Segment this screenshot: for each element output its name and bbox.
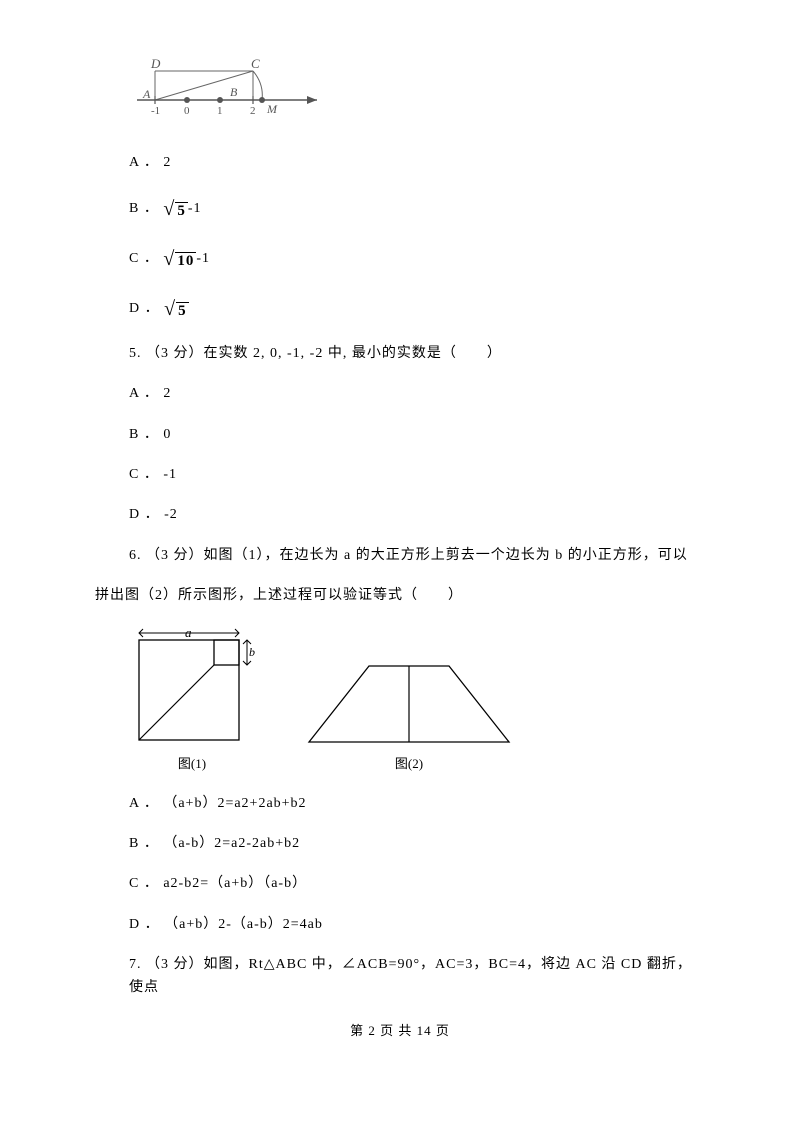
q5-option-C: C ． -1	[129, 464, 705, 486]
q6-fig1: a b 图(1)	[129, 626, 255, 775]
option-prefix: A ．	[129, 155, 159, 170]
q4-figure: D C A B M -1	[129, 56, 705, 134]
q6-option-D: D ． （a+b）2‐（a‐b）2=4ab	[129, 914, 705, 936]
label-M: M	[266, 102, 278, 116]
tick-neg1: -1	[151, 105, 160, 117]
q6-fig2: 图(2)	[299, 652, 519, 775]
tick-2: 2	[250, 105, 256, 117]
label-B: B	[230, 85, 238, 99]
label-D: D	[150, 56, 161, 71]
label-a: a	[185, 626, 192, 640]
q6-option-B: B ． （a‐b）2=a2‐2ab+b2	[129, 833, 705, 855]
q6-fig1-svg: a b	[129, 626, 255, 746]
label-C: C	[251, 56, 260, 71]
q6-option-A: A ． （a+b）2=a2+2ab+b2	[129, 793, 705, 815]
q5-option-D: D ． -2	[129, 504, 705, 526]
option-prefix: D ．	[129, 301, 160, 316]
q5-stem: 5. （3 分）在实数 2, 0, -1, -2 中, 最小的实数是（ ）	[129, 343, 705, 365]
q4-option-B: B ． √5 -1	[129, 193, 705, 225]
option-prefix: C ．	[129, 251, 159, 266]
q5-option-A: A ． 2	[129, 383, 705, 405]
q4-option-A: A ． 2	[129, 152, 705, 174]
q6-fig2-svg	[299, 652, 519, 746]
q7-stem: 7. （3 分）如图，Rt△ABC 中，∠ACB=90°，AC=3，BC=4，将…	[129, 954, 705, 999]
q6-stem-line2: 拼出图（2）所示图形，上述过程可以验证等式（ ）	[95, 585, 705, 607]
sqrt-expr: √10	[163, 243, 196, 275]
q6-stem-line1: 6. （3 分）如图（1），在边长为 a 的大正方形上剪去一个边长为 b 的小正…	[129, 545, 705, 567]
tick-1: 1	[217, 105, 223, 117]
sqrt-expr: √5	[163, 193, 187, 225]
sqrt-expr: √5	[164, 293, 188, 325]
option-prefix: B ．	[129, 201, 159, 216]
q4-option-D: D ． √5	[129, 293, 705, 325]
q6-fig2-caption: 图(2)	[299, 754, 519, 775]
q6-option-C: C ． a2‐b2=（a+b）（a‐b）	[129, 873, 705, 895]
label-A: A	[142, 87, 151, 101]
q6-figures: a b 图(1) 图(2)	[129, 626, 705, 775]
q5-option-B: B ． 0	[129, 424, 705, 446]
option-suffix: -1	[188, 201, 202, 216]
page-footer: 第 2 页 共 14 页	[95, 1021, 705, 1042]
option-value: 2	[163, 155, 171, 170]
tick-0: 0	[184, 105, 190, 117]
q4-option-C: C ． √10 -1	[129, 243, 705, 275]
label-b: b	[249, 645, 255, 659]
option-suffix: -1	[196, 251, 210, 266]
number-line-svg: D C A B M -1	[129, 56, 329, 126]
q6-fig1-caption: 图(1)	[129, 754, 255, 775]
